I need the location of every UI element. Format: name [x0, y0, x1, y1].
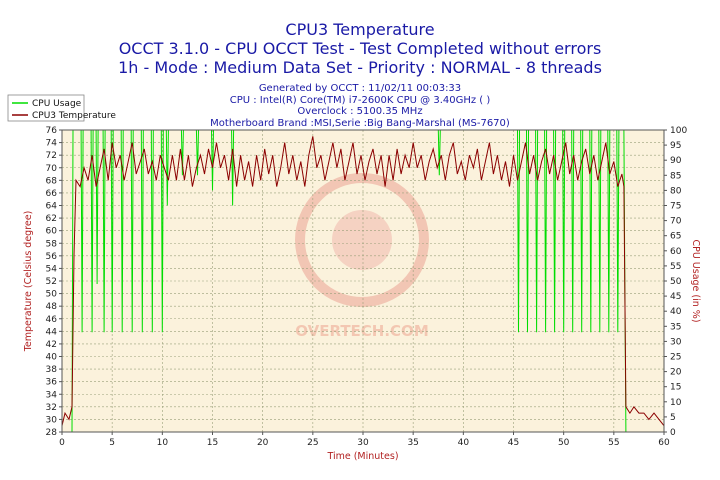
y-right-tick-label: 45	[670, 292, 681, 302]
info-cpu: CPU : Intel(R) Core(TM) i7-2600K CPU @ 3…	[229, 94, 491, 106]
y-axis-label-right: CPU Usage (in %)	[690, 239, 701, 322]
info-overclock: Overclock : 5100.35 MHz	[297, 106, 423, 117]
watermark-ring	[295, 173, 429, 307]
legend-label-cpu-usage: CPU Usage	[32, 99, 82, 109]
y-left-tick-label: 28	[46, 428, 58, 438]
legend-label-cpu3-temperature: CPU3 Temperature	[32, 111, 116, 121]
y-left-tick-label: 68	[46, 176, 58, 186]
y-right-tick-label: 15	[670, 383, 681, 393]
info-block: Generated by OCCT : 11/02/11 00:03:33 CP…	[0, 83, 720, 129]
watermark: OVERTECH.COM	[295, 173, 429, 340]
y-left-tick-label: 42	[46, 340, 57, 350]
x-tick-label: 10	[157, 438, 169, 448]
x-tick-label: 20	[257, 438, 269, 448]
y-left-tick-label: 64	[46, 202, 58, 212]
y-right-tick-label: 5	[670, 413, 676, 423]
y-right-tick-label: 80	[670, 186, 682, 196]
y-left-tick-label: 40	[46, 353, 58, 363]
info-motherboard: Motherboard Brand :MSI,Serie :Big Bang-M…	[210, 117, 510, 129]
x-tick-label: 15	[207, 438, 218, 448]
x-tick-label: 40	[458, 438, 470, 448]
watermark-core	[332, 210, 392, 270]
y-left-tick-label: 30	[46, 415, 58, 425]
y-right-tick-label: 95	[670, 141, 681, 151]
y-right-tick-label: 60	[670, 247, 682, 257]
y-right-tick-label: 35	[670, 322, 681, 332]
y-left-tick-label: 70	[46, 164, 58, 174]
y-right-tick-label: 40	[670, 307, 682, 317]
y-right-tick-label: 85	[670, 171, 681, 181]
y-right-tick-label: 55	[670, 262, 681, 272]
y-left-tick-label: 34	[46, 390, 58, 400]
y-left-tick-label: 32	[46, 403, 57, 413]
x-tick-label: 0	[59, 438, 65, 448]
x-tick-label: 50	[558, 438, 570, 448]
y-left-tick-label: 36	[46, 378, 58, 388]
y-right-tick-label: 65	[670, 232, 681, 242]
y-left-tick-label: 52	[46, 277, 57, 287]
y-right-tick-label: 100	[670, 126, 687, 136]
y-right-tick-label: 30	[670, 337, 682, 347]
y-left-tick-label: 58	[46, 239, 58, 249]
y-left-tick-label: 76	[46, 126, 58, 136]
ticks: 2830323436384042444648505254565860626466…	[46, 126, 688, 448]
y-left-tick-label: 66	[46, 189, 58, 199]
y-right-tick-label: 50	[670, 277, 682, 287]
x-tick-label: 5	[109, 438, 115, 448]
info-generated: Generated by OCCT : 11/02/11 00:03:33	[258, 83, 462, 94]
x-axis-label: Time (Minutes)	[326, 451, 398, 462]
y-right-tick-label: 0	[670, 428, 676, 438]
y-left-tick-label: 60	[46, 227, 58, 237]
x-tick-label: 60	[658, 438, 670, 448]
x-tick-label: 30	[357, 438, 369, 448]
y-left-tick-label: 56	[46, 252, 58, 262]
x-tick-label: 35	[407, 438, 418, 448]
y-left-tick-label: 62	[46, 214, 57, 224]
y-right-tick-label: 20	[670, 368, 682, 378]
y-left-tick-label: 50	[46, 290, 58, 300]
y-left-tick-label: 74	[46, 139, 58, 149]
chart-subtitle-2: 1h - Mode : Medium Data Set - Priority :…	[118, 58, 602, 77]
y-right-tick-label: 75	[670, 202, 681, 212]
watermark-text: OVERTECH.COM	[295, 322, 429, 340]
y-left-tick-label: 72	[46, 151, 57, 161]
title-block: CPU3 Temperature OCCT 3.1.0 - CPU OCCT T…	[0, 20, 720, 77]
legend-box	[7, 94, 85, 122]
y-left-tick-label: 48	[46, 302, 58, 312]
legend: CPU Usage CPU3 Temperature	[7, 94, 116, 122]
y-right-tick-label: 25	[670, 353, 681, 363]
y-right-tick-label: 70	[670, 217, 682, 227]
y-left-tick-label: 38	[46, 365, 58, 375]
chart-title: CPU3 Temperature	[285, 20, 435, 39]
x-tick-label: 25	[307, 438, 318, 448]
y-axis-label-left: Temperature (Celsius degree)	[23, 211, 34, 353]
y-left-tick-label: 44	[46, 327, 58, 337]
x-tick-label: 45	[508, 438, 519, 448]
y-right-tick-label: 10	[670, 398, 682, 408]
y-left-tick-label: 46	[46, 315, 58, 325]
chart-subtitle-1: OCCT 3.1.0 - CPU OCCT Test - Test Comple…	[118, 39, 602, 58]
y-left-tick-label: 54	[46, 264, 58, 274]
series-line-cpu3-temperature	[61, 136, 665, 427]
y-right-tick-label: 90	[670, 156, 682, 166]
x-tick-label: 55	[608, 438, 619, 448]
